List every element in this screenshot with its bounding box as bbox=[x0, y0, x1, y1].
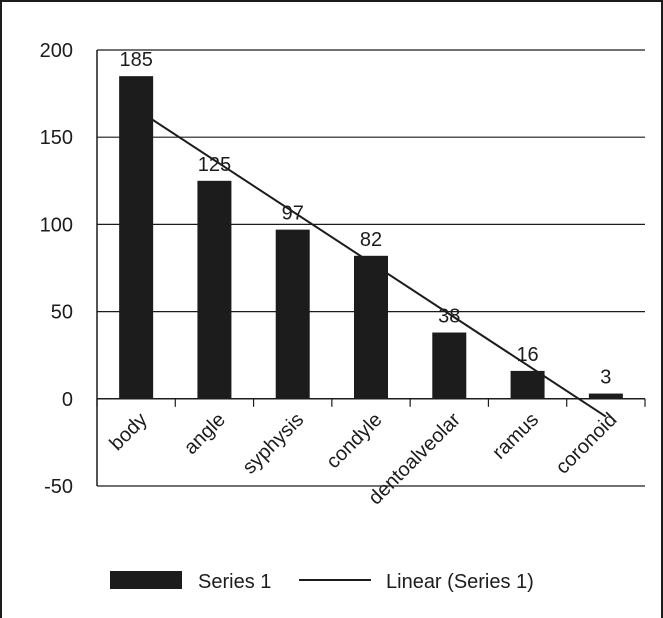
bar-coronoid bbox=[588, 393, 623, 399]
x-axis bbox=[96, 398, 646, 407]
bar-dentoalveolar bbox=[432, 332, 467, 399]
x-tick-label: ramus bbox=[488, 409, 543, 464]
legend-label-series-1: Series 1 bbox=[198, 571, 271, 593]
data-label: 125 bbox=[198, 154, 231, 176]
bar-ramus bbox=[510, 370, 545, 399]
bar-body bbox=[119, 76, 154, 399]
legend-label-trendline: Linear (Series 1) bbox=[386, 571, 534, 593]
x-tick-label: coronoid bbox=[552, 409, 622, 479]
x-tick-label: body bbox=[105, 409, 151, 455]
data-label: 185 bbox=[119, 49, 152, 71]
legend-swatch-series-1 bbox=[110, 571, 182, 589]
y-tick-label: -50 bbox=[44, 476, 73, 498]
y-tick-label: 200 bbox=[40, 40, 73, 62]
x-tick-label: syphysis bbox=[238, 409, 308, 479]
x-tick-label: condyle bbox=[322, 409, 386, 473]
y-tick-label: 150 bbox=[40, 127, 73, 149]
bars bbox=[119, 76, 623, 399]
y-tick-label: 100 bbox=[40, 214, 73, 236]
x-tick-label: angle bbox=[180, 409, 230, 459]
y-tick-label: 0 bbox=[62, 389, 73, 411]
trendline-line bbox=[135, 108, 607, 418]
data-label: 16 bbox=[516, 344, 538, 366]
data-label: 3 bbox=[600, 367, 611, 389]
data-label: 82 bbox=[360, 229, 382, 251]
y-tick-label: 50 bbox=[51, 302, 73, 324]
bar-condyle bbox=[354, 255, 388, 399]
y-axis-ticks: -50 0 50 100 150 200 bbox=[40, 40, 73, 498]
trendline bbox=[135, 108, 607, 418]
legend: Series 1 Linear (Series 1) bbox=[110, 571, 534, 593]
bar-syphysis bbox=[275, 229, 310, 399]
bar-angle bbox=[197, 180, 232, 399]
